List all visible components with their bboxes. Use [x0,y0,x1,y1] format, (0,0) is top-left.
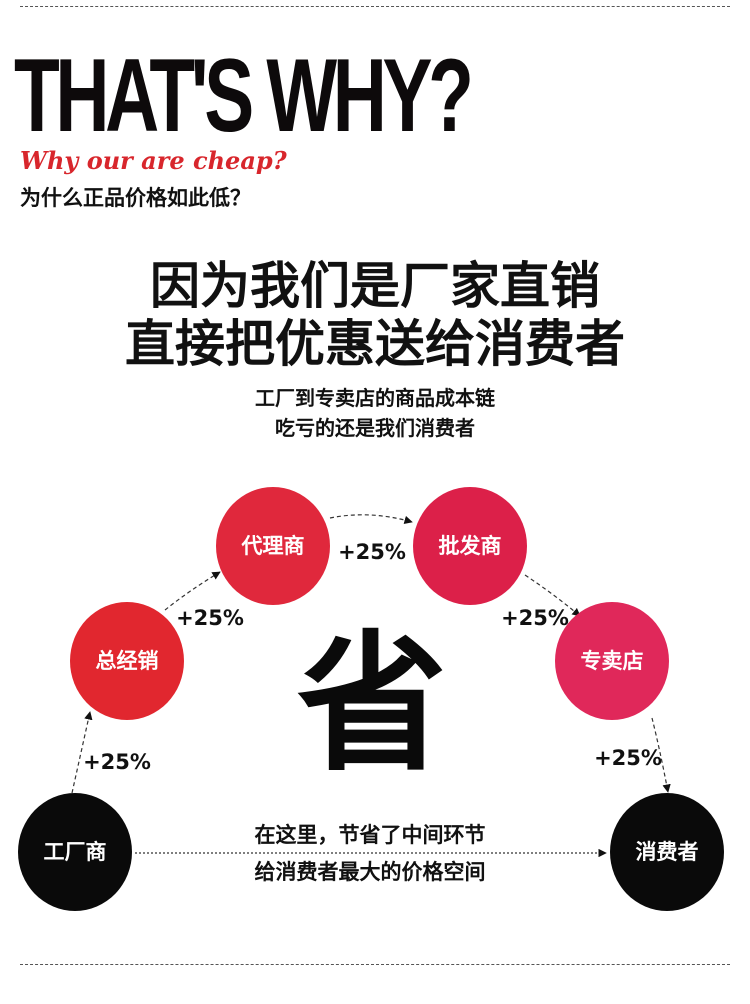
subheadline-line2: 吃亏的还是我们消费者 [275,416,475,440]
title: THAT'S WHY? [14,38,474,154]
note-line1: 在这里，节省了中间环节 [255,823,486,847]
node-0: 工厂商 [18,793,132,911]
node-circle [610,793,724,911]
markup-label: +25% [83,750,151,774]
flow-arrow [329,514,413,524]
node-label: 工厂商 [44,840,107,864]
markup-label: +25% [501,606,569,630]
node-label: 消费者 [636,840,699,864]
bottom-divider [20,964,730,965]
top-divider [20,6,730,7]
node-circle [555,602,669,720]
node-5: 消费者 [610,793,724,911]
node-3: 批发商 [413,487,527,605]
subheadline-line1: 工厂到专卖店的商品成本链 [255,386,495,410]
node-label: 代理商 [241,534,305,558]
node-1: 总经销 [70,602,184,720]
markup-label: +25% [338,540,406,564]
center-character: 省 [297,618,447,792]
node-label: 专卖店 [581,649,644,673]
node-circle [70,602,184,720]
note-line2: 给消费者最大的价格空间 [255,860,486,884]
markup-label: +25% [176,606,244,630]
markup-label: +25% [594,746,662,770]
headline-line2: 直接把优惠送给消费者 [125,315,625,373]
node-circle [413,487,527,605]
node-circle [216,487,330,605]
flow-arrow [524,574,581,617]
script-subtitle: Why our are cheap? [20,146,287,175]
node-4: 专卖店 [555,602,669,720]
node-label: 总经销 [96,649,159,673]
flow-arrow [651,717,671,793]
flow-arrow [164,571,221,611]
node-circle [18,793,132,911]
cn-subtitle: 为什么正品价格如此低？ [20,186,251,210]
node-2: 代理商 [216,487,330,605]
headline-line1: 因为我们是厂家直销 [150,257,600,315]
node-label: 批发商 [439,534,502,558]
